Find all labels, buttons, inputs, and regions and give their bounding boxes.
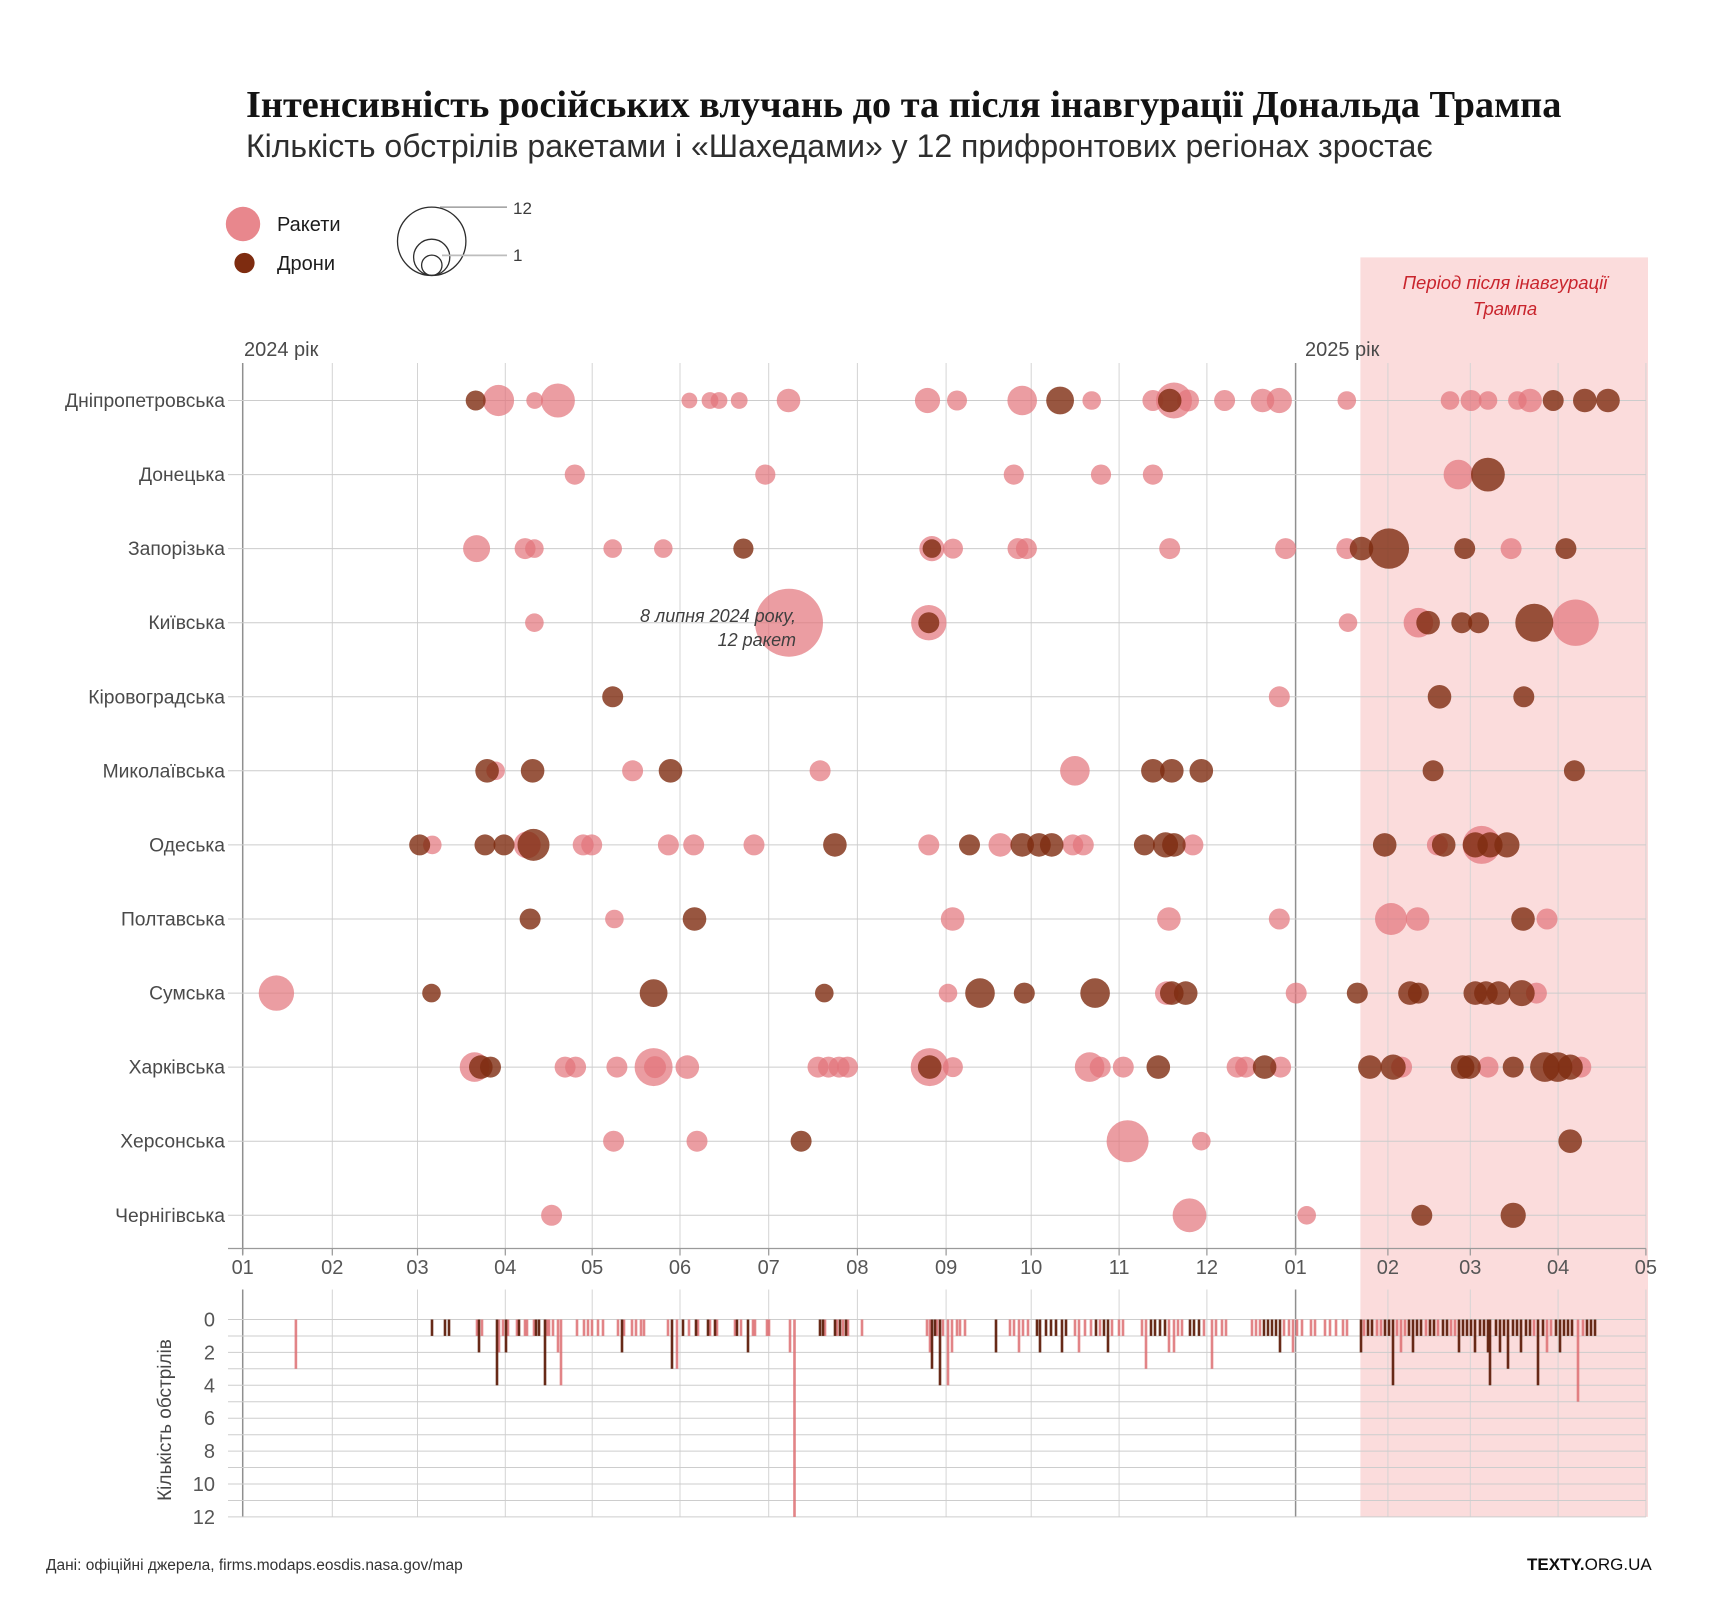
- svg-text:Миколаївська: Миколаївська: [103, 761, 226, 782]
- svg-text:10: 10: [1020, 1257, 1042, 1279]
- svg-text:Полтавська: Полтавська: [121, 910, 225, 931]
- svg-text:Донецька: Донецька: [139, 465, 225, 486]
- svg-text:12: 12: [1196, 1257, 1218, 1279]
- svg-text:TEXTY.ORG.UA: TEXTY.ORG.UA: [1527, 1555, 1652, 1574]
- svg-text:8: 8: [204, 1441, 215, 1463]
- svg-text:04: 04: [494, 1257, 516, 1279]
- svg-text:10: 10: [193, 1474, 215, 1496]
- svg-text:02: 02: [1377, 1257, 1399, 1279]
- svg-text:2: 2: [204, 1342, 215, 1364]
- svg-text:Ракети: Ракети: [277, 214, 341, 236]
- svg-text:Інтенсивність російських влуча: Інтенсивність російських влучань до та п…: [246, 84, 1561, 126]
- svg-text:2024 рік: 2024 рік: [244, 339, 319, 361]
- svg-text:2025 рік: 2025 рік: [1305, 339, 1380, 361]
- svg-text:Дніпропетровська: Дніпропетровська: [65, 391, 225, 412]
- svg-text:8 липня 2024 року,: 8 липня 2024 року,: [640, 606, 796, 626]
- svg-text:07: 07: [758, 1257, 780, 1279]
- svg-text:11: 11: [1109, 1257, 1130, 1279]
- svg-text:Херсонська: Херсонська: [120, 1132, 225, 1153]
- svg-text:01: 01: [1284, 1257, 1306, 1279]
- svg-text:12: 12: [193, 1507, 215, 1529]
- svg-text:6: 6: [204, 1408, 215, 1430]
- svg-text:Кількість обстрілів ракетами і: Кількість обстрілів ракетами і «Шахедами…: [246, 128, 1433, 164]
- svg-text:Сумська: Сумська: [149, 984, 225, 1005]
- svg-text:09: 09: [935, 1257, 957, 1279]
- svg-text:Одеська: Одеська: [149, 835, 225, 856]
- svg-text:01: 01: [232, 1257, 254, 1279]
- svg-text:4: 4: [204, 1375, 215, 1397]
- svg-text:12: 12: [513, 199, 532, 218]
- svg-text:Трампа: Трампа: [1473, 298, 1537, 319]
- svg-text:0: 0: [204, 1310, 215, 1332]
- svg-text:1: 1: [513, 246, 522, 265]
- svg-text:Кількість обстрілів: Кількість обстрілів: [155, 1339, 176, 1501]
- svg-text:02: 02: [321, 1257, 343, 1279]
- svg-text:05: 05: [581, 1257, 603, 1279]
- svg-text:08: 08: [846, 1257, 868, 1279]
- svg-text:Дрони: Дрони: [277, 253, 335, 275]
- svg-text:12 ракет: 12 ракет: [718, 630, 796, 650]
- svg-text:Київська: Київська: [148, 613, 225, 634]
- svg-text:06: 06: [669, 1257, 691, 1279]
- svg-text:03: 03: [1459, 1257, 1481, 1279]
- svg-text:03: 03: [406, 1257, 428, 1279]
- svg-text:Період після інавгурації: Період після інавгурації: [1403, 272, 1611, 293]
- svg-text:Запорізька: Запорізька: [128, 539, 225, 560]
- svg-text:05: 05: [1635, 1257, 1657, 1279]
- svg-text:Чернігівська: Чернігівська: [115, 1206, 225, 1227]
- svg-text:Харківська: Харківська: [129, 1058, 226, 1079]
- svg-text:Дані: офіційні джерела, firms.: Дані: офіційні джерела, firms.modaps.eos…: [46, 1557, 463, 1574]
- svg-text:04: 04: [1547, 1257, 1569, 1279]
- svg-text:Кіровоградська: Кіровоградська: [88, 687, 225, 708]
